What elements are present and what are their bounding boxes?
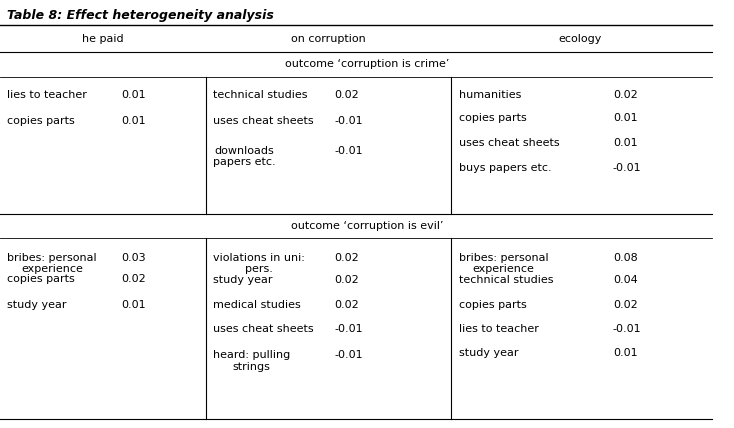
- Text: on corruption: on corruption: [291, 33, 366, 44]
- Text: 0.08: 0.08: [613, 253, 638, 262]
- Text: 0.01: 0.01: [613, 138, 638, 148]
- Text: technical studies: technical studies: [459, 275, 553, 285]
- Text: study year: study year: [7, 300, 67, 310]
- Text: -0.01: -0.01: [613, 324, 642, 334]
- Text: 0.01: 0.01: [121, 116, 146, 125]
- Text: bribes: personal
experience: bribes: personal experience: [7, 253, 97, 274]
- Text: ecology: ecology: [558, 33, 602, 44]
- Text: 0.03: 0.03: [121, 253, 146, 262]
- Text: uses cheat sheets: uses cheat sheets: [213, 116, 313, 125]
- Text: 0.01: 0.01: [613, 113, 638, 123]
- Text: uses cheat sheets: uses cheat sheets: [459, 138, 559, 148]
- Text: violations in uni:
pers.: violations in uni: pers.: [213, 253, 305, 274]
- Text: uses cheat sheets: uses cheat sheets: [213, 324, 313, 334]
- Text: copies parts: copies parts: [7, 274, 75, 284]
- Text: medical studies: medical studies: [213, 300, 301, 309]
- Text: 0.02: 0.02: [334, 253, 359, 262]
- Text: 0.02: 0.02: [334, 275, 359, 285]
- Text: 0.01: 0.01: [121, 300, 146, 310]
- Text: 0.02: 0.02: [334, 300, 359, 309]
- Text: 0.01: 0.01: [121, 90, 146, 100]
- Text: copies parts: copies parts: [459, 113, 526, 123]
- Text: -0.01: -0.01: [613, 163, 642, 173]
- Text: lies to teacher: lies to teacher: [459, 324, 539, 334]
- Text: study year: study year: [459, 348, 518, 358]
- Text: -0.01: -0.01: [334, 146, 363, 155]
- Text: technical studies: technical studies: [213, 90, 308, 100]
- Text: -0.01: -0.01: [334, 116, 363, 125]
- Text: Table 8: Effect heterogeneity analysis: Table 8: Effect heterogeneity analysis: [7, 9, 275, 22]
- Text: 0.04: 0.04: [613, 275, 638, 285]
- Text: -0.01: -0.01: [334, 324, 363, 334]
- Text: -0.01: -0.01: [334, 350, 363, 360]
- Text: 0.02: 0.02: [334, 90, 359, 100]
- Text: 0.01: 0.01: [613, 348, 638, 358]
- Text: he paid: he paid: [82, 33, 123, 44]
- Text: 0.02: 0.02: [613, 90, 638, 100]
- Text: downloads
papers etc.: downloads papers etc.: [213, 146, 275, 167]
- Text: bribes: personal
experience: bribes: personal experience: [459, 253, 548, 274]
- Text: copies parts: copies parts: [7, 116, 75, 125]
- Text: outcome ‘corruption is evil’: outcome ‘corruption is evil’: [291, 221, 443, 231]
- Text: study year: study year: [213, 275, 272, 285]
- Text: 0.02: 0.02: [121, 274, 146, 284]
- Text: buys papers etc.: buys papers etc.: [459, 163, 551, 173]
- Text: outcome ‘corruption is crime’: outcome ‘corruption is crime’: [285, 59, 449, 69]
- Text: lies to teacher: lies to teacher: [7, 90, 87, 100]
- Text: heard: pulling
strings: heard: pulling strings: [213, 350, 290, 372]
- Text: humanities: humanities: [459, 90, 521, 100]
- Text: 0.02: 0.02: [613, 300, 638, 309]
- Text: copies parts: copies parts: [459, 300, 526, 309]
